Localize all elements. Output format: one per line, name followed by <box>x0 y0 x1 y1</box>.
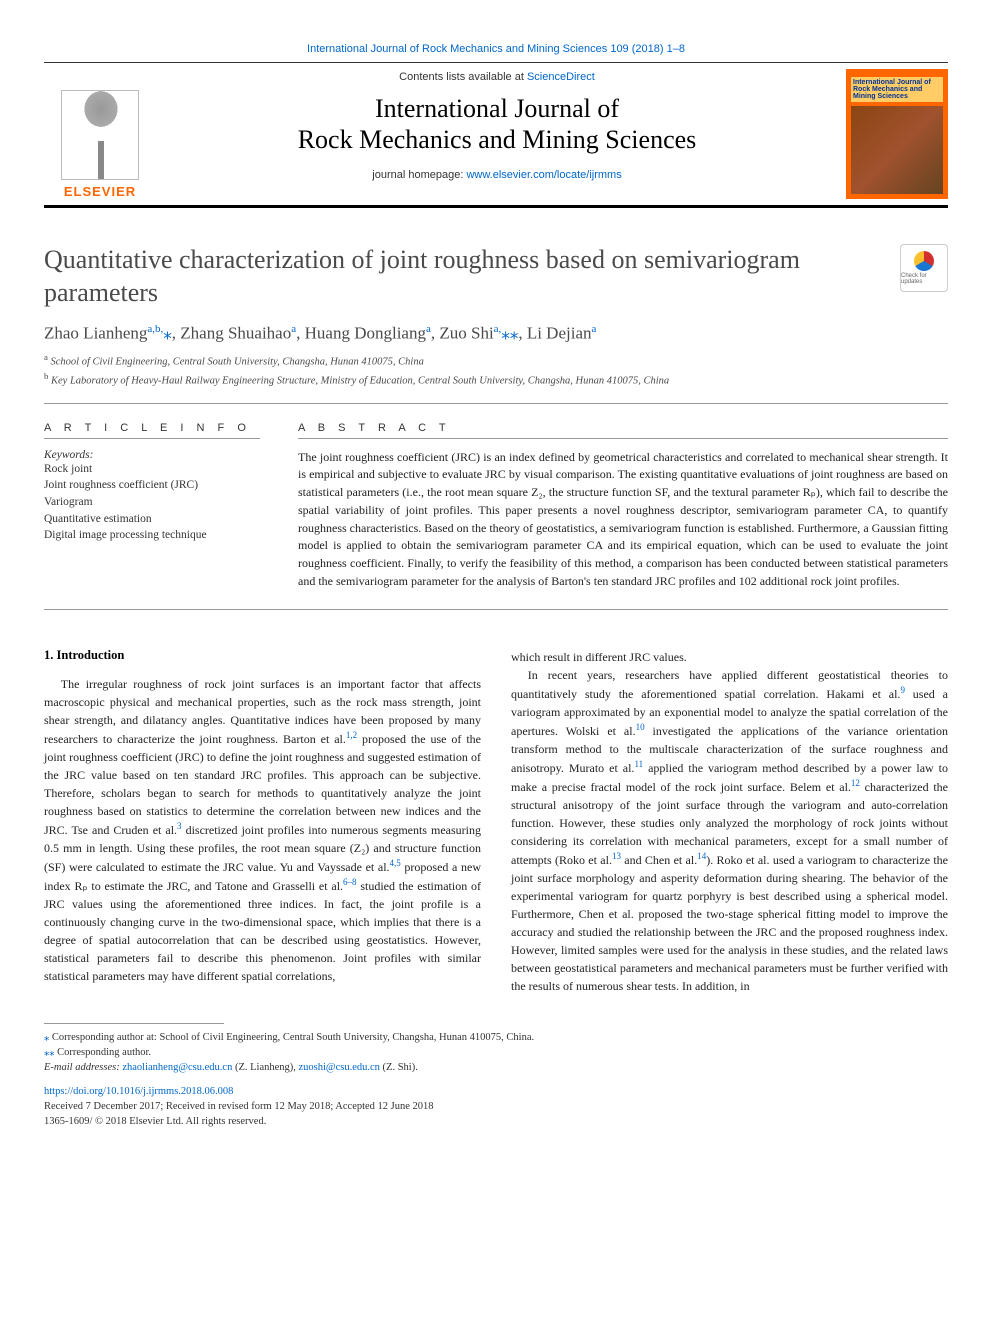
email-link[interactable]: zuoshi@csu.edu.cn <box>299 1062 380 1073</box>
affiliation-b: b Key Laboratory of Heavy-Haul Railway E… <box>44 371 948 387</box>
body-columns: 1. Introduction The irregular roughness … <box>44 648 948 995</box>
citation-ref[interactable]: 6–8 <box>343 877 357 887</box>
journal-header: ELSEVIER Contents lists available at Sci… <box>44 62 948 208</box>
crossmark-icon <box>914 251 934 271</box>
check-updates-label: Check for updates <box>901 273 947 285</box>
article-info-sidebar: A R T I C L E I N F O Keywords: Rock joi… <box>44 422 260 591</box>
citation-ref[interactable]: 4,5 <box>390 858 401 868</box>
elsevier-logo[interactable]: ELSEVIER <box>44 63 156 205</box>
journal-cover-thumbnail[interactable]: International Journal of Rock Mechanics … <box>846 69 948 199</box>
journal-name: International Journal of Rock Mechanics … <box>156 93 838 155</box>
journal-issue-link[interactable]: International Journal of Rock Mechanics … <box>307 43 685 55</box>
citation-ref[interactable]: 14 <box>697 851 706 861</box>
article-info-heading: A R T I C L E I N F O <box>44 422 260 434</box>
citation-ref[interactable]: 1,2 <box>346 730 357 740</box>
authors-list: Zhao Lianhenga,b,⁎, Zhang Shuaihaoa, Hua… <box>44 323 948 344</box>
elsevier-wordmark: ELSEVIER <box>64 184 136 199</box>
keyword: Rock joint <box>44 461 260 478</box>
keyword: Digital image processing technique <box>44 527 260 544</box>
body-paragraph: The irregular roughness of rock joint su… <box>44 675 481 985</box>
abstract-heading: A B S T R A C T <box>298 422 948 434</box>
citation-ref[interactable]: 12 <box>851 778 860 788</box>
keyword: Joint roughness coefficient (JRC) <box>44 477 260 494</box>
journal-homepage-link[interactable]: www.elsevier.com/locate/ijrmms <box>466 169 621 181</box>
email-link[interactable]: zhaolianheng@csu.edu.cn <box>122 1062 232 1073</box>
keyword: Variogram <box>44 494 260 511</box>
abstract-block: A B S T R A C T The joint roughness coef… <box>298 422 948 591</box>
doi-link[interactable]: https://doi.org/10.1016/j.ijrmms.2018.06… <box>44 1086 233 1097</box>
contents-list-label: Contents lists available at ScienceDirec… <box>156 71 838 83</box>
section-1-heading: 1. Introduction <box>44 648 481 663</box>
journal-homepage: journal homepage: www.elsevier.com/locat… <box>156 169 838 181</box>
citation-ref[interactable]: 10 <box>636 722 645 732</box>
body-paragraph: which result in different JRC values. <box>511 648 948 666</box>
copyright-line: 1365-1609/ © 2018 Elsevier Ltd. All righ… <box>44 1115 948 1130</box>
divider <box>44 403 948 404</box>
check-for-updates-button[interactable]: Check for updates <box>900 244 948 292</box>
column-right: which result in different JRC values. In… <box>511 648 948 995</box>
elsevier-tree-icon <box>61 90 139 180</box>
citation-ref[interactable]: 11 <box>634 759 643 769</box>
article-dates: Received 7 December 2017; Received in re… <box>44 1100 948 1115</box>
journal-cover-title: International Journal of Rock Mechanics … <box>851 77 943 102</box>
body-paragraph: In recent years, researchers have applie… <box>511 666 948 995</box>
keyword: Quantitative estimation <box>44 511 260 528</box>
abstract-text: The joint roughness coefficient (JRC) is… <box>298 449 948 591</box>
article-title: Quantitative characterization of joint r… <box>44 244 880 309</box>
sciencedirect-link[interactable]: ScienceDirect <box>527 71 595 83</box>
footnotes: ⁎ Corresponding author at: School of Civ… <box>44 1030 948 1076</box>
column-left: 1. Introduction The irregular roughness … <box>44 648 481 995</box>
author-1: Zhao Lianheng <box>44 324 147 343</box>
footnote-separator <box>44 1023 224 1024</box>
keywords-label: Keywords: <box>44 449 260 461</box>
author-5: Li Dejian <box>527 324 592 343</box>
author-3: Huang Dongliang <box>305 324 426 343</box>
affiliation-a: a School of Civil Engineering, Central S… <box>44 352 948 368</box>
journal-cover-image <box>851 106 943 194</box>
author-2: Zhang Shuaihao <box>180 324 291 343</box>
doi-block: https://doi.org/10.1016/j.ijrmms.2018.06… <box>44 1085 948 1129</box>
author-4: Zuo Shi <box>439 324 493 343</box>
citation-ref[interactable]: 13 <box>612 851 621 861</box>
